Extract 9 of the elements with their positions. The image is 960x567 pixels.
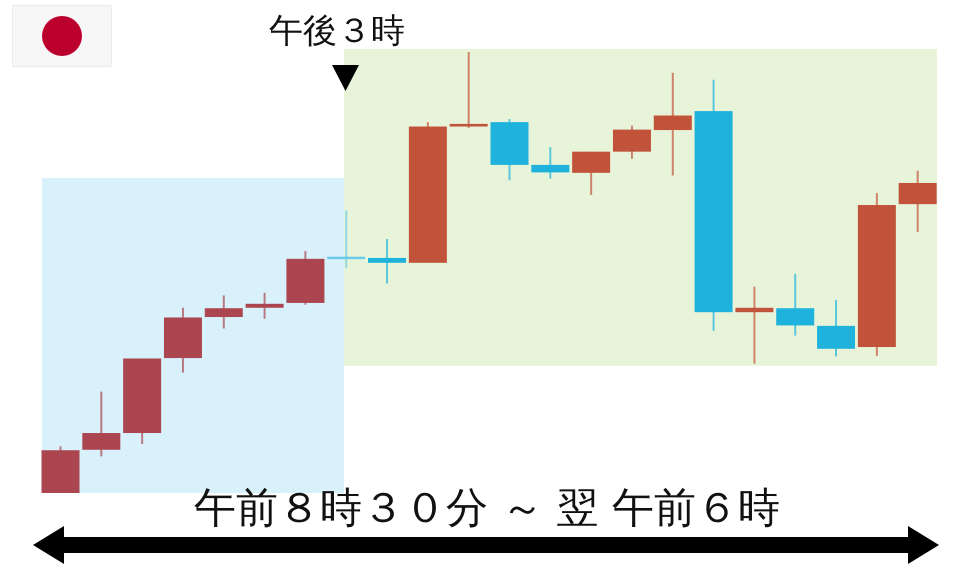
candlestick bbox=[368, 238, 406, 285]
candlestick bbox=[735, 286, 774, 365]
candlestick bbox=[654, 72, 692, 176]
text: 午後３時 bbox=[269, 11, 405, 51]
candlestick bbox=[327, 209, 366, 270]
candlestick bbox=[450, 52, 488, 129]
candlestick bbox=[246, 292, 284, 320]
candlestick bbox=[531, 146, 570, 180]
x-axis-title: 午前８時３０分 ～ 翌 午前６時 bbox=[194, 483, 780, 532]
